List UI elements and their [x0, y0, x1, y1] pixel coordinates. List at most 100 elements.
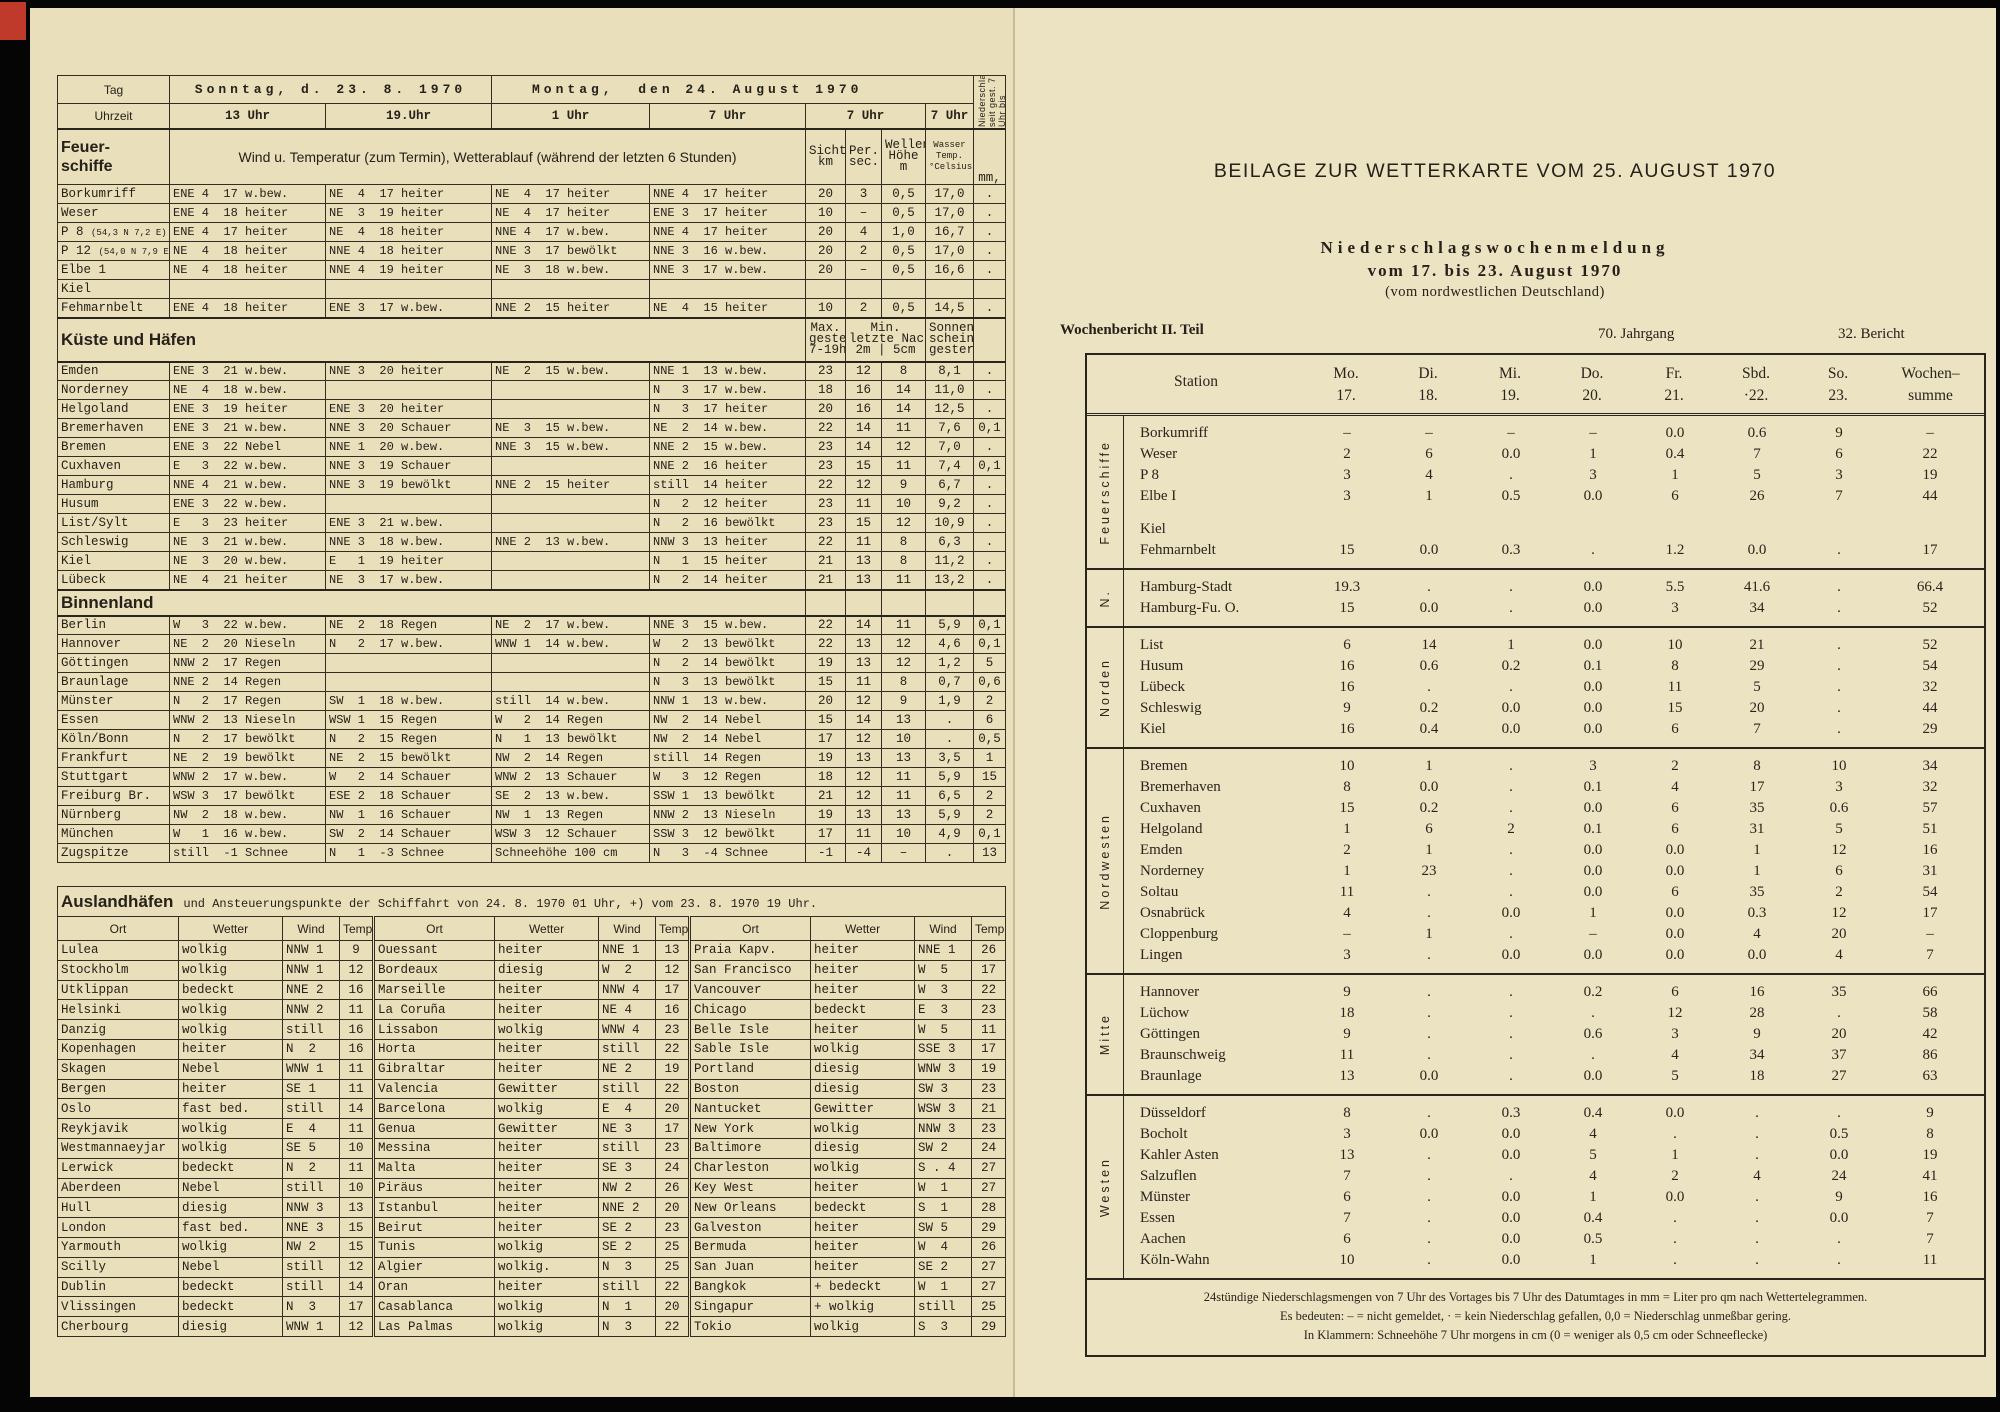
day-value: 20 — [1749, 700, 1765, 716]
week-sum-value: 32 — [1922, 679, 1938, 695]
day-value: 0.6 — [1583, 1026, 1603, 1042]
day-value: 1 — [1753, 842, 1761, 858]
day-value: 5 — [1753, 467, 1761, 483]
binnenland-station: Braunlage — [57, 672, 170, 692]
kueste-obs-2 — [325, 494, 492, 514]
harbour-weather: wolkig — [494, 1098, 599, 1120]
binnenland-value-2: 12 — [845, 786, 882, 806]
station-row: P 8 3 4. 3 1 5 3 19 — [1124, 465, 1984, 486]
binnenland-value-5: 0,5 — [973, 729, 1006, 749]
harbour-name: New Orleans — [688, 1197, 811, 1219]
kueste-obs-2: E 1 19 heiter — [325, 551, 492, 571]
harbour-name: Beirut — [372, 1217, 495, 1238]
binnenland-obs-1: NE 2 20 Nieseln — [169, 634, 326, 654]
kueste-value-1: 18 — [805, 380, 846, 400]
day-value: 0.0 — [1665, 1189, 1685, 1205]
day-value: 0.0 — [1747, 542, 1767, 558]
station-row: Elbe I 3 1 0.5 0.0 6 26 7 44 — [1124, 486, 1984, 507]
day-value: . — [1509, 467, 1513, 483]
harbour-name: Dublin — [57, 1276, 179, 1298]
niederschlag-rotated-text: Niederschlag seit gest. 7 Uhr bis heute … — [977, 75, 1006, 127]
week-sum-value: 34 — [1922, 758, 1938, 774]
day-value: 0.6 — [1829, 800, 1849, 816]
harbour-weather: heiter — [494, 979, 599, 1001]
harbour-temp: 22 — [655, 1078, 690, 1100]
kueste-value-5: 0,1 — [973, 456, 1006, 476]
region-group-norden: Norden List 6 14 1 0.0 10 21. 52 Husum 16 0.6 0.2 0.1… — [1087, 628, 1984, 749]
day-value: . — [1591, 542, 1595, 558]
day-value: . — [1509, 1168, 1513, 1184]
kueste-value-5: . — [973, 551, 1006, 571]
station-name: Soltau — [1140, 884, 1179, 900]
harbour-weather: Nebel — [178, 1177, 283, 1199]
feuerschiffe-obs-1: ENE 4 18 heiter — [169, 298, 326, 318]
ausland-col-wind: Wind — [914, 916, 972, 941]
feuerschiffe-value-1: 10 — [805, 203, 846, 223]
binnenland-station: Zugspitze — [57, 843, 170, 863]
day-value: 8 — [1343, 779, 1351, 795]
day-value: 37 — [1831, 1047, 1847, 1063]
day-value: . — [1755, 1126, 1759, 1142]
kueste-obs-3 — [491, 456, 650, 476]
harbour-wind: still — [282, 1177, 340, 1199]
binnenland-value-3: 10 — [881, 729, 926, 749]
day-value: 2 — [1343, 446, 1351, 462]
harbour-name: Belle Isle — [688, 1019, 811, 1040]
feuerschiffe-value-5: . — [973, 241, 1006, 261]
week-sum-value: 63 — [1922, 1068, 1938, 1084]
day-value: 1 — [1343, 863, 1351, 879]
harbour-temp: 15 — [339, 1236, 374, 1258]
jahrgang-label: 70. Jahrgang — [1598, 326, 1675, 342]
harbour-temp: 28 — [970, 1197, 1007, 1219]
day-value: 1 — [1671, 467, 1679, 483]
binnenland-station: Hannover — [57, 634, 170, 654]
harbour-wind: W 3 — [914, 979, 972, 1001]
feuerschiffe-obs-3: NNE 2 15 heiter — [491, 298, 650, 318]
day-value: 0.0 — [1665, 905, 1685, 921]
binnenland-value-4: 1,2 — [925, 653, 974, 673]
harbour-temp: 14 — [339, 1276, 374, 1298]
harbour-temp: 22 — [655, 1316, 690, 1337]
binnenland-value-3: 11 — [881, 615, 926, 635]
harbour-weather: heiter — [494, 1157, 599, 1179]
harbour-temp: 14 — [339, 1098, 374, 1120]
region-label: Nordwesten — [1087, 749, 1124, 973]
day-value: 0.0 — [1501, 700, 1521, 716]
binnenland-obs-2: NW 1 16 Schauer — [325, 805, 492, 825]
section-feuerschiffe: Feuer-schiffe — [57, 127, 170, 185]
harbour-wind: E 3 — [914, 999, 972, 1021]
station-name: Norderney — [1140, 863, 1205, 879]
station-row: Borkumriff – – – – 0.0 0.6 9 – — [1124, 423, 1984, 444]
day-value: . — [1427, 884, 1431, 900]
kueste-value-4: 8,1 — [925, 361, 974, 381]
station-row: Hamburg-Fu. O. 15 0.0. 0.0 3 34. 52 — [1124, 598, 1984, 619]
harbour-weather: heiter — [494, 999, 599, 1021]
day-value: 5 — [1753, 679, 1761, 695]
station-column-label: Station — [1174, 373, 1218, 390]
harbour-wind: still — [914, 1296, 972, 1318]
kueste-obs-2: NNE 3 19 Schauer — [325, 456, 492, 476]
station-name: P 8 — [1140, 467, 1160, 483]
harbour-temp: 26 — [970, 940, 1007, 961]
station-row: Osnabrück 4. 0.0 1 0.0 0.3 12 17 — [1124, 903, 1984, 924]
harbour-wind: W 2 — [598, 959, 656, 981]
harbour-wind: still — [282, 1098, 340, 1120]
day-value: 2 — [1671, 758, 1679, 774]
binnenland-value-4: . — [925, 843, 974, 863]
day-value: 0.0 — [1583, 1068, 1603, 1084]
day-value: . — [1755, 1210, 1759, 1226]
harbour-name: Ouessant — [372, 940, 495, 961]
kueste-obs-4: N 2 14 heiter — [649, 570, 806, 590]
day-value: 6 — [1671, 721, 1679, 737]
harbour-name: Helsinki — [57, 999, 179, 1021]
binnenland-value-2: 11 — [845, 824, 882, 844]
day-header: Mo. 17. — [1333, 365, 1359, 404]
harbour-wind: W 1 — [914, 1276, 972, 1298]
day-value: . — [1509, 863, 1513, 879]
kueste-obs-4: N 3 17 heiter — [649, 399, 806, 419]
binnenland-value-2: 13 — [845, 653, 882, 673]
kueste-value-1: 23 — [805, 494, 846, 514]
harbour-wind: E 4 — [282, 1118, 340, 1139]
day-value: 0.3 — [1501, 1105, 1521, 1121]
day-value: 10 — [1667, 637, 1683, 653]
